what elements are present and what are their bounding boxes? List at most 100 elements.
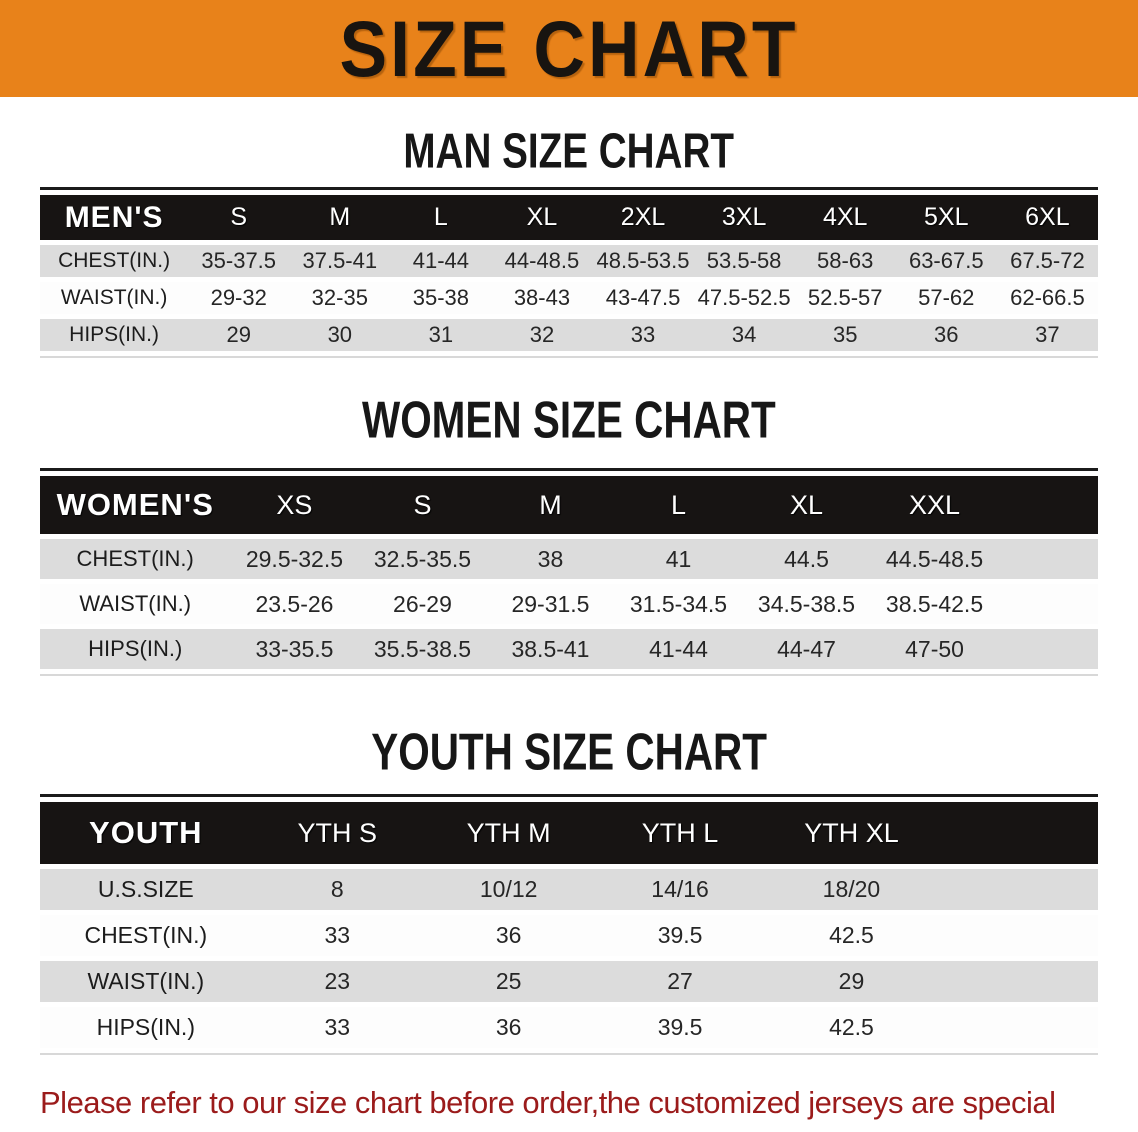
banner-title: SIZE CHART [339, 4, 799, 93]
header-spacer-cell [937, 802, 1098, 864]
banner: SIZE CHART [0, 0, 1138, 97]
women-size-table-wrap: WOMEN'S XS S M L XL XXL CHEST(IN.) 29.5-32.5 32.5… [0, 468, 1138, 676]
youth-size-table-wrap: YOUTH YTH S YTH M YTH L YTH XL U.S.SIZE 8 10/12… [0, 794, 1138, 1055]
youth-size-table: YOUTH YTH S YTH M YTH L YTH XL U.S.SIZE 8 10/12… [40, 794, 1098, 1055]
men-section-heading: MAN SIZE CHART [0, 123, 1138, 178]
measurement-value-cell: 31.5-34.5 [614, 584, 743, 624]
measurement-value-cell: 36 [422, 1007, 595, 1048]
size-column-header: S [188, 195, 290, 240]
size-column-header: S [358, 476, 487, 534]
row-spacer-cell [998, 629, 1098, 669]
measurement-value-cell: 53.5-58 [693, 245, 795, 277]
row-spacer-cell [937, 869, 1098, 910]
row-spacer-cell [937, 961, 1098, 1002]
women-size-section: WOMEN SIZE CHART WOMEN'S XS S M L XL XXL CHEST(… [0, 392, 1138, 676]
measurement-value-cell: 38 [486, 539, 615, 579]
size-column-header: 3XL [693, 195, 795, 240]
measurement-value-cell: 8 [251, 869, 423, 910]
measurement-value-cell: 43-47.5 [592, 282, 694, 314]
measurement-row: HIPS(IN.) 33-35.5 35.5-38.5 38.5-41 41-44 44-… [40, 629, 1098, 669]
measurement-row: WAIST(IN.) 29-32 32-35 35-38 38-43 43-47.5 47.… [40, 282, 1098, 314]
size-column-header: YTH XL [765, 802, 938, 864]
measurement-row-label: CHEST(IN.) [40, 915, 252, 956]
measurement-row: WAIST(IN.) 23 25 27 29 [40, 961, 1098, 1002]
size-column-header: 5XL [895, 195, 997, 240]
measurement-row-label: CHEST(IN.) [40, 539, 231, 579]
size-column-header: M [486, 476, 615, 534]
measurement-value-cell: 41-44 [614, 629, 743, 669]
measurement-row: U.S.SIZE 8 10/12 14/16 18/20 [40, 869, 1098, 910]
size-column-header: 6XL [996, 195, 1098, 240]
measurement-value-cell: 29-31.5 [486, 584, 615, 624]
size-column-header: L [614, 476, 743, 534]
size-column-header: XXL [870, 476, 999, 534]
measurement-value-cell: 34 [693, 319, 795, 351]
measurement-value-cell: 58-63 [794, 245, 896, 277]
measurement-value-cell: 44.5 [742, 539, 871, 579]
measurement-value-cell: 36 [422, 915, 595, 956]
size-column-header: XS [230, 476, 359, 534]
measurement-value-cell: 44.5-48.5 [870, 539, 999, 579]
men-size-table-wrap: MEN'S S M L XL 2XL 3XL 4XL 5XL 6XL CHEST(IN.) 35-37… [0, 187, 1138, 358]
measurement-value-cell: 33 [592, 319, 694, 351]
size-column-header: 4XL [794, 195, 896, 240]
measurement-value-cell: 39.5 [594, 1007, 766, 1048]
measurement-value-cell: 47-50 [870, 629, 999, 669]
header-spacer-cell [998, 476, 1098, 534]
size-column-header: M [289, 195, 391, 240]
measurement-value-cell: 38.5-42.5 [870, 584, 999, 624]
table-title-cell: MEN'S [40, 195, 189, 240]
measurement-value-cell: 38-43 [491, 282, 593, 314]
measurement-value-cell: 39.5 [594, 915, 766, 956]
measurement-value-cell: 29 [188, 319, 290, 351]
measurement-value-cell: 32 [491, 319, 593, 351]
measurement-value-cell: 48.5-53.5 [592, 245, 694, 277]
size-column-header: YTH S [251, 802, 423, 864]
measurement-row-label: WAIST(IN.) [40, 961, 252, 1002]
table-title-cell: WOMEN'S [40, 476, 231, 534]
measurement-value-cell: 42.5 [765, 915, 938, 956]
measurement-row: CHEST(IN.) 29.5-32.5 32.5-35.5 38 41 44.5 44.5… [40, 539, 1098, 579]
measurement-value-cell: 52.5-57 [794, 282, 896, 314]
measurement-row: WAIST(IN.) 23.5-26 26-29 29-31.5 31.5-34.5 34… [40, 584, 1098, 624]
measurement-value-cell: 29.5-32.5 [230, 539, 359, 579]
measurement-value-cell: 33 [251, 915, 423, 956]
measurement-value-cell: 31 [390, 319, 492, 351]
size-header-row: MEN'S S M L XL 2XL 3XL 4XL 5XL 6XL [40, 195, 1098, 240]
measurement-value-cell: 30 [289, 319, 391, 351]
women-section-heading-text: WOMEN SIZE CHART [362, 391, 776, 450]
size-column-header: YTH L [594, 802, 766, 864]
measurement-row-label: CHEST(IN.) [40, 245, 189, 277]
size-column-header: YTH M [422, 802, 595, 864]
measurement-value-cell: 44-48.5 [491, 245, 593, 277]
measurement-value-cell: 41-44 [390, 245, 492, 277]
measurement-row-label: WAIST(IN.) [40, 282, 189, 314]
measurement-value-cell: 29 [765, 961, 938, 1002]
measurement-value-cell: 37 [996, 319, 1098, 351]
disclaimer: Please refer to our size chart before or… [40, 1081, 1100, 1132]
size-column-header: XL [742, 476, 871, 534]
women-size-table: WOMEN'S XS S M L XL XXL CHEST(IN.) 29.5-32.5 32.5… [40, 468, 1098, 676]
row-spacer-cell [998, 539, 1098, 579]
measurement-value-cell: 26-29 [358, 584, 487, 624]
measurement-row-label: HIPS(IN.) [40, 319, 189, 351]
measurement-value-cell: 35.5-38.5 [358, 629, 487, 669]
measurement-value-cell: 34.5-38.5 [742, 584, 871, 624]
row-spacer-cell [937, 1007, 1098, 1048]
size-column-header: L [390, 195, 492, 240]
row-spacer-cell [998, 584, 1098, 624]
disclaimer-line-1: Please refer to our size chart before or… [40, 1085, 1056, 1132]
measurement-value-cell: 44-47 [742, 629, 871, 669]
measurement-value-cell: 38.5-41 [486, 629, 615, 669]
measurement-value-cell: 47.5-52.5 [693, 282, 795, 314]
measurement-value-cell: 14/16 [594, 869, 766, 910]
measurement-row-label: HIPS(IN.) [40, 629, 231, 669]
size-column-header: XL [491, 195, 593, 240]
measurement-row-label: HIPS(IN.) [40, 1007, 252, 1048]
measurement-value-cell: 29-32 [188, 282, 290, 314]
measurement-value-cell: 32-35 [289, 282, 391, 314]
measurement-value-cell: 10/12 [422, 869, 595, 910]
table-title-cell: YOUTH [40, 802, 252, 864]
measurement-value-cell: 18/20 [765, 869, 938, 910]
